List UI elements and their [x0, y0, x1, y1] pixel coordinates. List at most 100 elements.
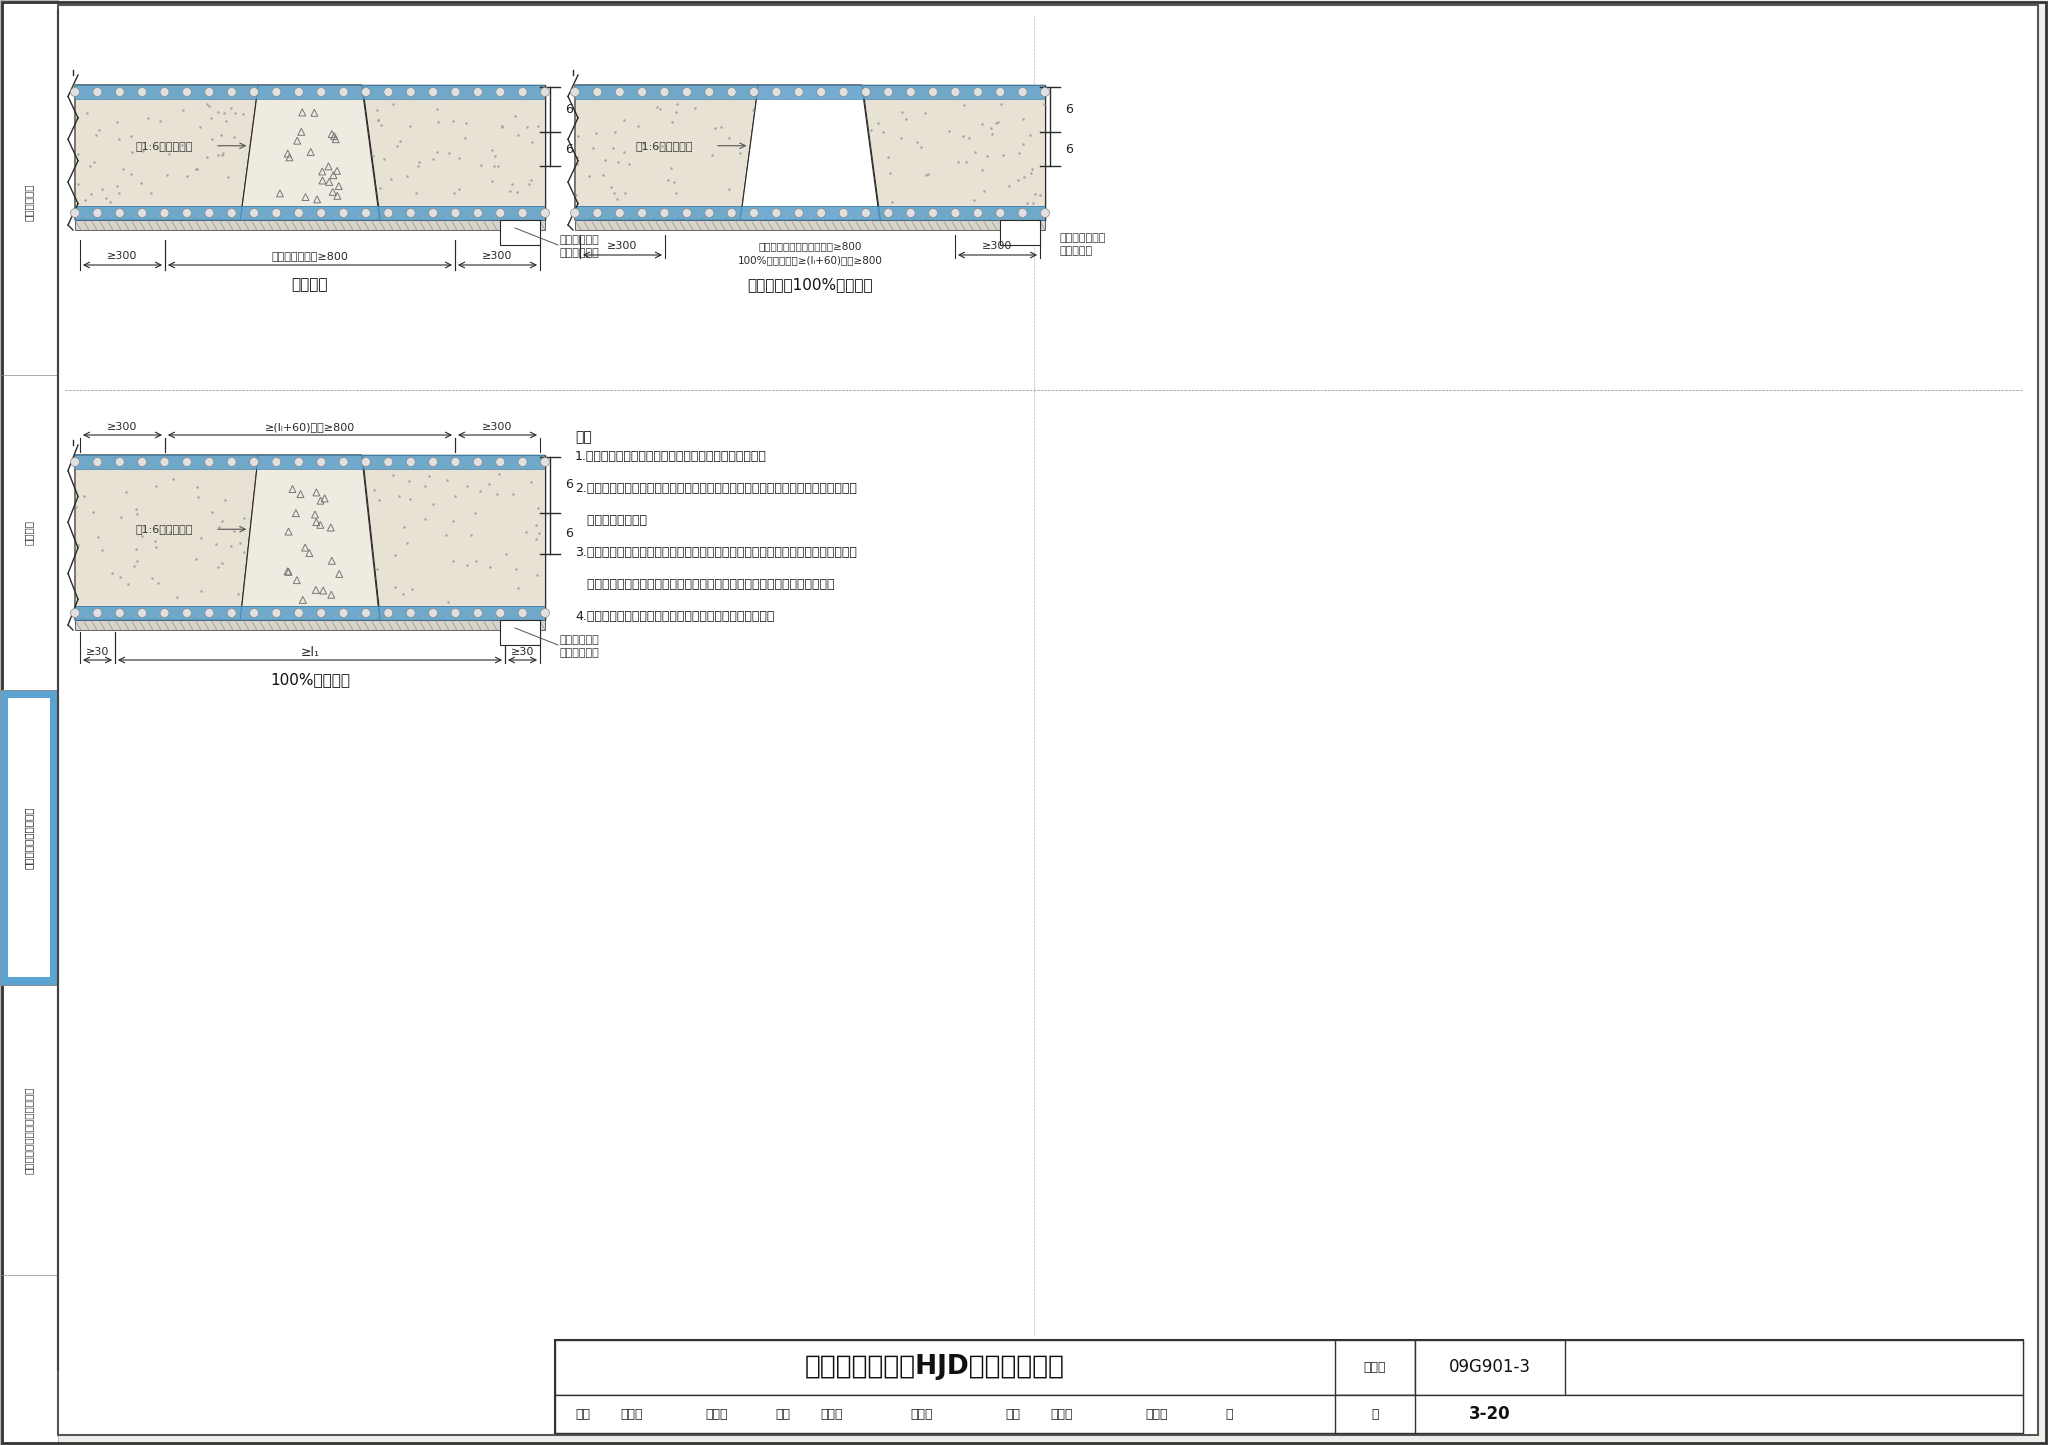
Text: 6: 6 — [565, 478, 573, 491]
Circle shape — [295, 608, 303, 617]
Circle shape — [137, 88, 147, 97]
Circle shape — [950, 208, 961, 218]
Circle shape — [182, 88, 190, 97]
Text: 3-20: 3-20 — [1468, 1405, 1511, 1423]
Text: 页: 页 — [1225, 1407, 1233, 1420]
Circle shape — [995, 88, 1006, 97]
Circle shape — [250, 608, 258, 617]
Circle shape — [137, 208, 147, 218]
Circle shape — [227, 208, 236, 218]
Circle shape — [840, 208, 848, 218]
Circle shape — [205, 608, 213, 617]
Circle shape — [227, 458, 236, 467]
Bar — [575, 85, 1044, 100]
Circle shape — [885, 208, 893, 218]
Circle shape — [750, 208, 758, 218]
Circle shape — [340, 88, 348, 97]
Text: ≥30: ≥30 — [510, 647, 535, 657]
Circle shape — [637, 208, 647, 218]
Bar — [76, 220, 545, 230]
Circle shape — [928, 208, 938, 218]
Circle shape — [682, 88, 692, 97]
Text: 附加防水层，: 附加防水层， — [559, 236, 600, 246]
Text: ≥300: ≥300 — [608, 241, 637, 251]
Circle shape — [950, 88, 961, 97]
Circle shape — [571, 88, 580, 97]
Bar — [555, 1340, 2023, 1433]
Bar — [1335, 1340, 1415, 1394]
Circle shape — [496, 458, 504, 467]
Circle shape — [272, 88, 281, 97]
Circle shape — [727, 208, 735, 218]
Circle shape — [541, 458, 549, 467]
Bar — [575, 85, 1044, 220]
Circle shape — [451, 458, 461, 467]
Circle shape — [840, 88, 848, 97]
Circle shape — [659, 88, 670, 97]
Bar — [500, 620, 541, 644]
Text: ≥300: ≥300 — [106, 251, 137, 262]
Polygon shape — [362, 85, 545, 220]
Circle shape — [428, 208, 438, 218]
Circle shape — [317, 208, 326, 218]
Text: 的基础底板下面设置抗水压垫层，其厚度、材料与配筋等应通过计算确定。: 的基础底板下面设置抗水压垫层，其厚度、材料与配筋等应通过计算确定。 — [575, 578, 834, 591]
Circle shape — [592, 88, 602, 97]
Text: ≥300: ≥300 — [106, 422, 137, 432]
Circle shape — [250, 88, 258, 97]
Text: 贯通留筋或100%搭接留筋: 贯通留筋或100%搭接留筋 — [748, 277, 872, 292]
Circle shape — [383, 88, 393, 97]
Bar — [8, 698, 49, 977]
Text: 6: 6 — [565, 143, 573, 156]
Circle shape — [659, 208, 670, 218]
Text: 基础底板后浇带HJD钢筋排布构造: 基础底板后浇带HJD钢筋排布构造 — [805, 1354, 1065, 1380]
Circle shape — [317, 458, 326, 467]
Polygon shape — [240, 85, 379, 220]
Text: 张工文: 张工文 — [909, 1407, 932, 1420]
Circle shape — [862, 208, 870, 218]
Text: 附加防水层，: 附加防水层， — [559, 634, 600, 644]
Circle shape — [115, 208, 125, 218]
Polygon shape — [739, 85, 881, 220]
Circle shape — [92, 88, 102, 97]
Text: 2.后浇带两侧可采用钢筋支架单层钢丝网或单层钢板网隔断，当后浇混凝土时，应将: 2.后浇带两侧可采用钢筋支架单层钢丝网或单层钢板网隔断，当后浇混凝土时，应将 — [575, 483, 856, 496]
Text: ≥l₁: ≥l₁ — [301, 646, 319, 659]
Text: 贯通留筋: 贯通留筋 — [291, 277, 328, 292]
Circle shape — [340, 458, 348, 467]
Circle shape — [795, 208, 803, 218]
Circle shape — [518, 458, 526, 467]
Circle shape — [317, 88, 326, 97]
Circle shape — [295, 458, 303, 467]
Circle shape — [182, 208, 190, 218]
Circle shape — [451, 208, 461, 218]
Circle shape — [383, 208, 393, 218]
Text: 筏形基础和地下室结构: 筏形基础和地下室结构 — [25, 806, 35, 868]
Circle shape — [885, 88, 893, 97]
Circle shape — [772, 88, 780, 97]
Text: ≥30: ≥30 — [86, 647, 109, 657]
Text: 09G901-3: 09G901-3 — [1450, 1358, 1532, 1377]
Circle shape — [795, 88, 803, 97]
Circle shape — [160, 208, 170, 218]
Circle shape — [614, 208, 625, 218]
Circle shape — [571, 208, 580, 218]
Bar — [500, 220, 541, 246]
Circle shape — [1040, 88, 1049, 97]
Bar — [76, 207, 545, 220]
Bar — [1415, 1340, 1565, 1394]
Text: 层相应下落: 层相应下落 — [1061, 246, 1094, 256]
Text: 其表面浮浆剔除。: 其表面浮浆剔除。 — [575, 514, 647, 527]
Bar — [76, 620, 545, 630]
Circle shape — [428, 458, 438, 467]
Circle shape — [205, 208, 213, 218]
Circle shape — [1018, 88, 1028, 97]
Circle shape — [383, 608, 393, 617]
Circle shape — [705, 208, 715, 218]
Bar — [76, 605, 545, 620]
Circle shape — [406, 208, 416, 218]
Circle shape — [182, 608, 190, 617]
Circle shape — [360, 458, 371, 467]
Circle shape — [227, 608, 236, 617]
Text: 按1:6向中点倾斜: 按1:6向中点倾斜 — [135, 140, 193, 150]
Circle shape — [70, 608, 80, 617]
Text: ≥300: ≥300 — [483, 422, 512, 432]
